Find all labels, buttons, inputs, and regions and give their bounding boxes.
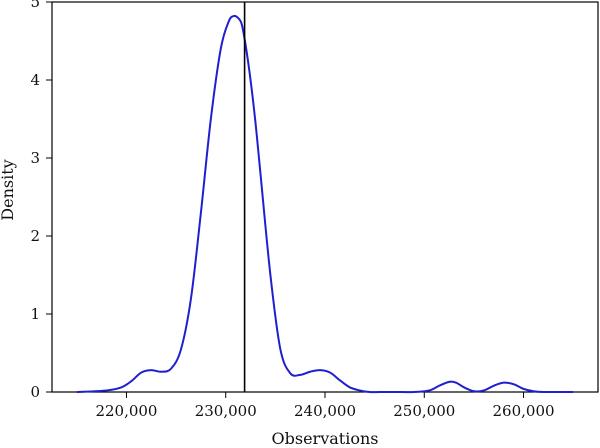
y-tick-label: 1 [30,305,40,323]
series-group [76,14,574,394]
x-axis: 220,000 230,000 240,000 250,000 260,000 [95,392,555,420]
density-curve [76,14,574,394]
x-tick-label: 240,000 [294,402,356,420]
y-tick-label: 2 [30,227,40,245]
y-tick-label: 4 [30,71,40,89]
y-tick-label: 0 [30,383,40,401]
x-tick-label: 250,000 [393,402,455,420]
y-tick-label: 5 [30,0,40,11]
x-axis-title: Observations [272,429,379,448]
plot-frame [51,1,599,393]
x-tick-label: 230,000 [195,402,257,420]
y-tick-label: 3 [30,149,40,167]
x-tick-label: 220,000 [95,402,157,420]
y-axis-title: Density [0,159,17,220]
y-axis: 0 1 2 3 4 5 [30,0,52,401]
x-tick-label: 260,000 [493,402,555,420]
